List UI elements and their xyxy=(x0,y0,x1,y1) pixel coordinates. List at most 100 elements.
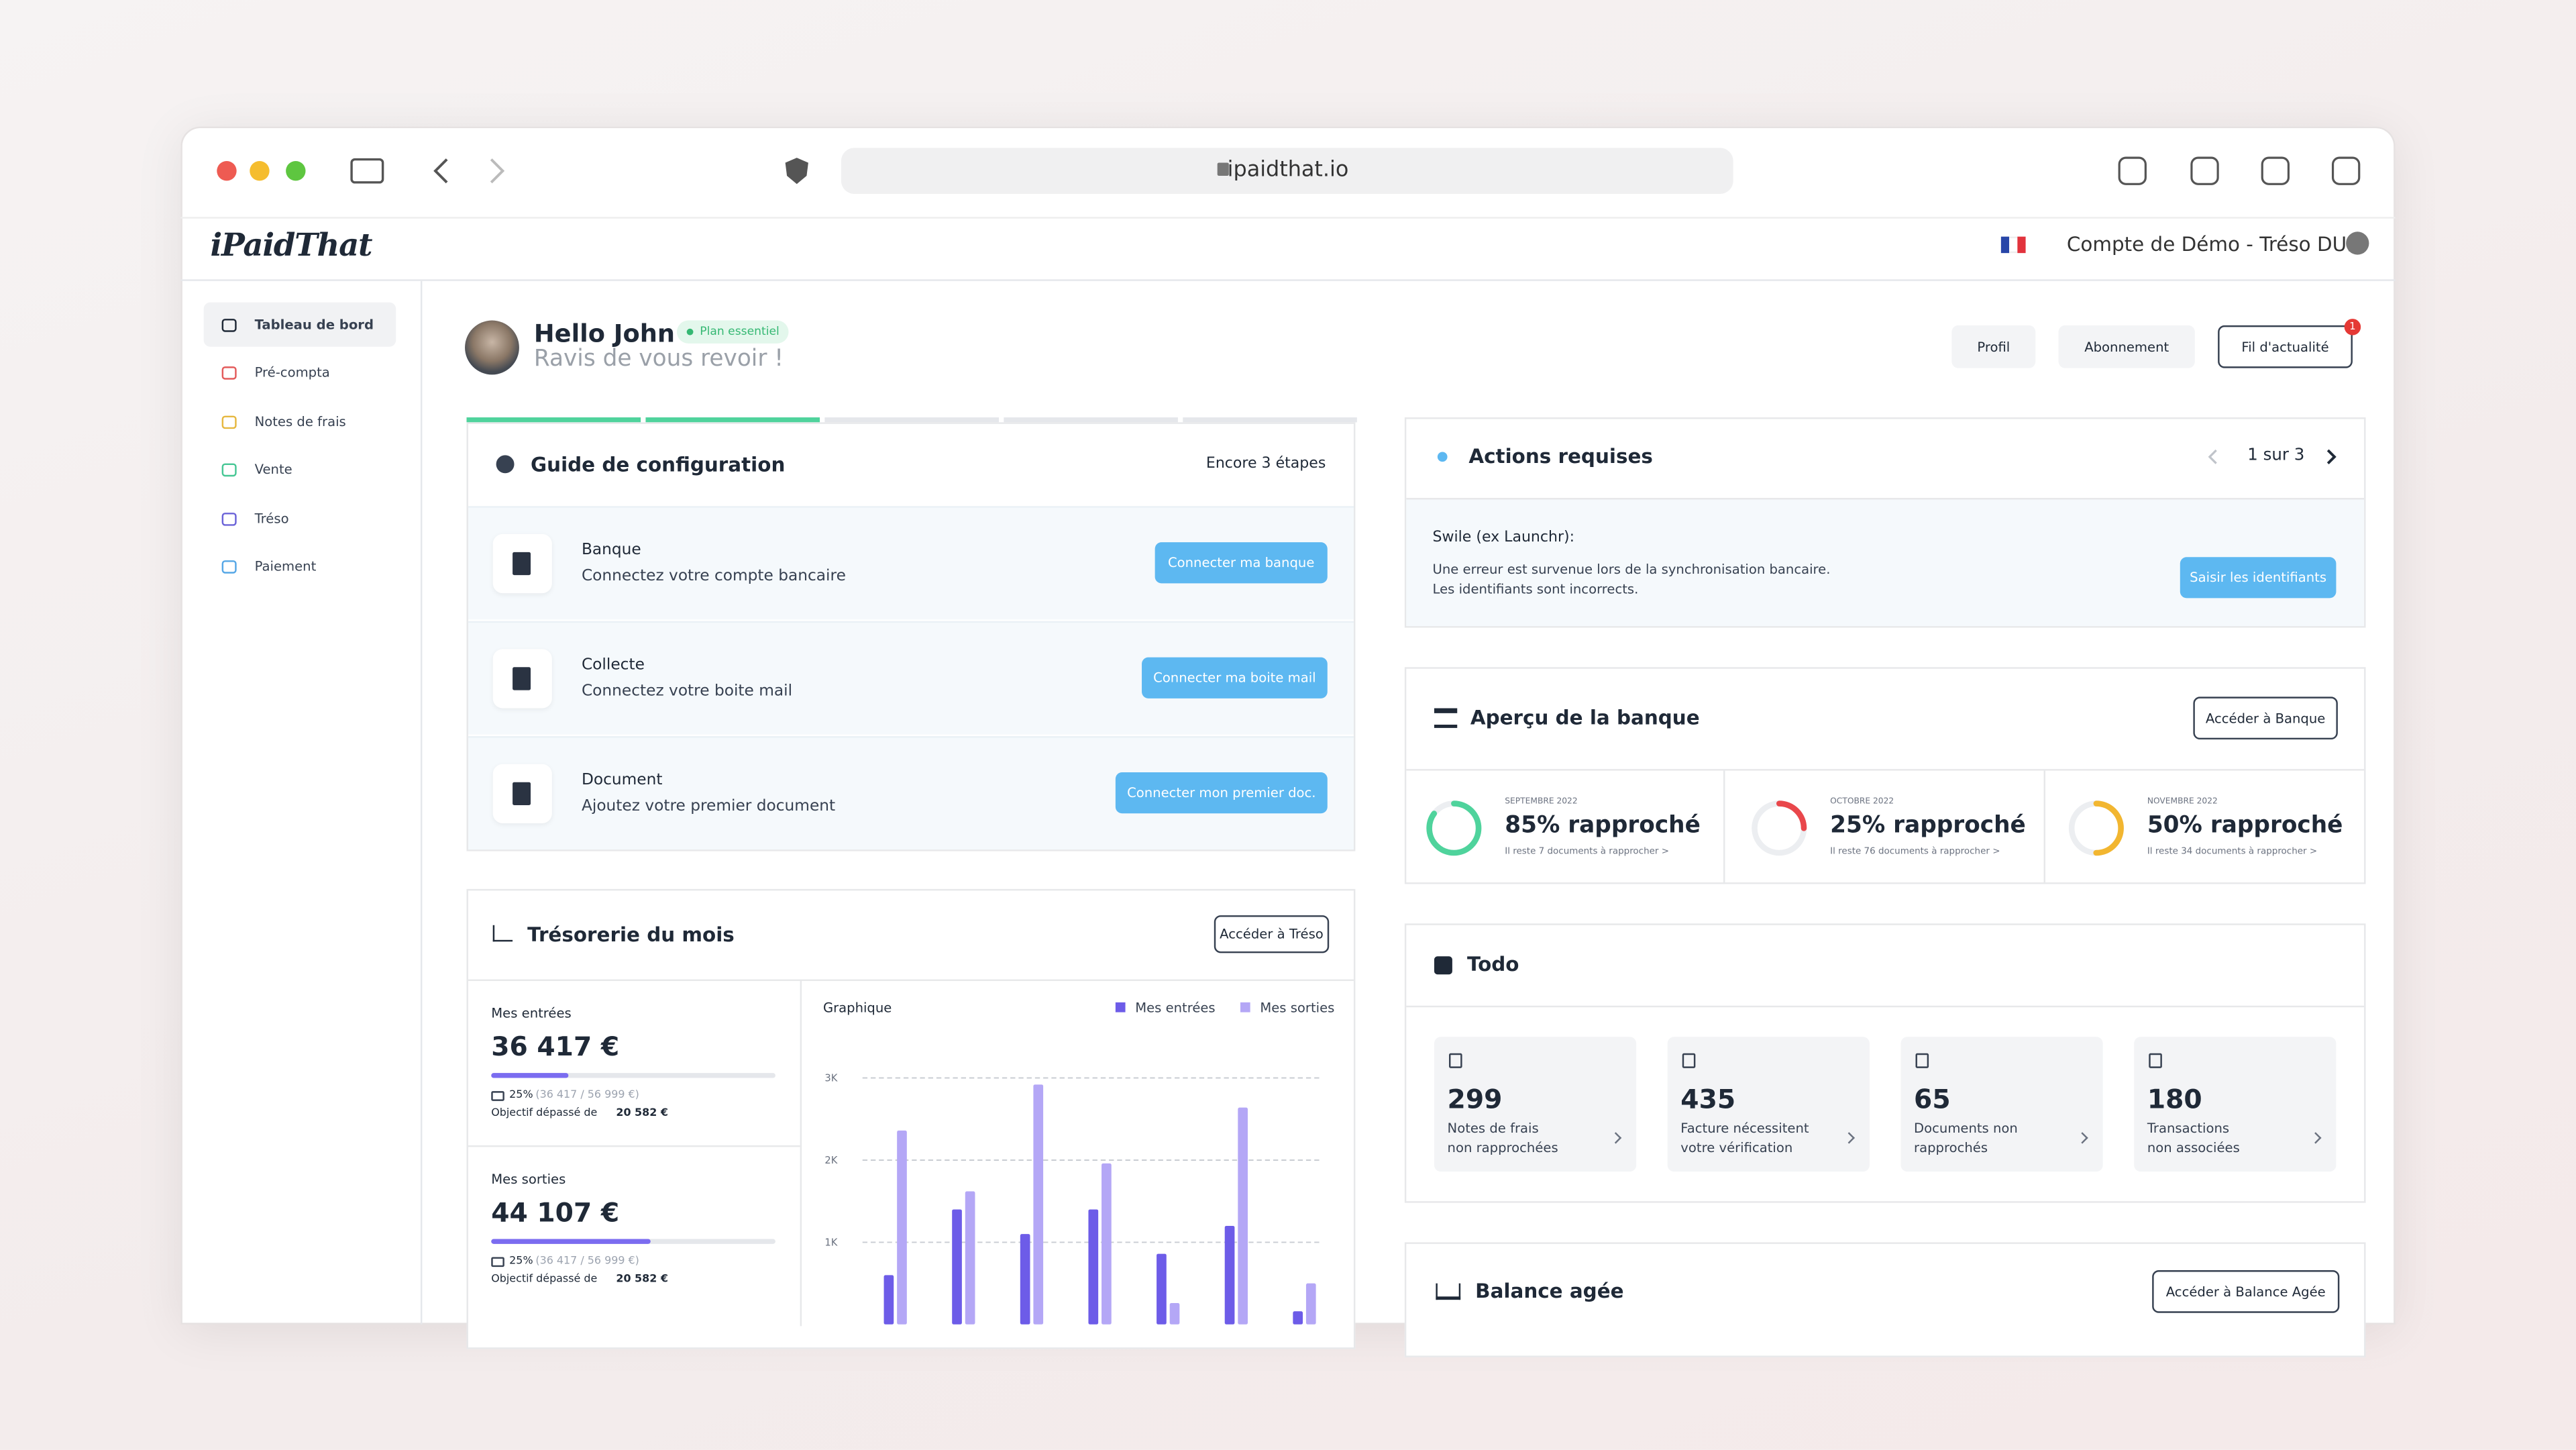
top-button[interactable]: Abonnement xyxy=(2058,325,2195,368)
sidebar-item[interactable]: Notes de frais xyxy=(254,414,346,429)
connect-button[interactable]: Connecter mon premier doc. xyxy=(1115,772,1328,814)
chart-icon xyxy=(492,925,513,942)
credentials-button[interactable]: Saisir les identifiants xyxy=(2180,557,2337,599)
match-rate: 25% rapproché xyxy=(1830,813,2026,839)
greeting: Hello John xyxy=(533,319,675,349)
sidebar-item[interactable]: Paiement xyxy=(254,559,317,574)
gear-icon xyxy=(496,455,515,474)
top-button[interactable]: Profil xyxy=(1951,325,2036,368)
sidebar-item[interactable]: Pré-compta xyxy=(254,365,330,380)
bar xyxy=(1224,1225,1235,1325)
company: Swile (ex Launchr): xyxy=(1432,530,1575,547)
error-message: Les identifiants sont incorrects. xyxy=(1432,582,1639,597)
ring-progress xyxy=(2068,800,2124,856)
bar xyxy=(883,1275,894,1325)
divider xyxy=(1723,770,1725,884)
sidebar-toggle[interactable] xyxy=(350,158,384,184)
bar xyxy=(1157,1253,1167,1325)
shield-icon[interactable] xyxy=(785,158,808,185)
bar xyxy=(1238,1107,1248,1325)
todo-label: votre vérification xyxy=(1680,1141,1793,1156)
remaining-docs: Il reste 34 documents à rapprocher > xyxy=(2147,847,2318,858)
todo-number: 180 xyxy=(2147,1083,2202,1115)
toolbar-icon[interactable] xyxy=(2118,156,2147,185)
step-title: Collecte xyxy=(581,656,645,674)
step-subtitle: Connectez votre boite mail xyxy=(581,682,793,701)
todo-label: Facture nécessitent xyxy=(1680,1121,1809,1136)
todo-tile[interactable] xyxy=(1900,1037,2103,1172)
stat-ratio: 25% xyxy=(509,1088,533,1102)
toolbar-icon[interactable] xyxy=(2261,156,2290,185)
todo-tile[interactable] xyxy=(2134,1037,2337,1172)
window-control[interactable] xyxy=(217,161,237,181)
todo-label: Documents non xyxy=(1914,1121,2018,1136)
user-icon[interactable] xyxy=(2346,231,2369,255)
window-control[interactable] xyxy=(286,161,306,181)
bar xyxy=(1033,1084,1044,1325)
sidebar-icon xyxy=(221,560,237,574)
thumb-icon xyxy=(491,1257,504,1267)
top-button[interactable]: Fil d'actualité xyxy=(2218,325,2353,368)
back-arrow[interactable] xyxy=(433,158,448,184)
flag xyxy=(2000,236,2010,254)
flag xyxy=(2017,236,2026,254)
sidebar-item[interactable]: Vente xyxy=(254,462,292,477)
card-title: Trésorerie du mois xyxy=(527,923,735,947)
sidebar-icon xyxy=(221,513,237,526)
sidebar-icon xyxy=(221,463,237,477)
forward-arrow[interactable] xyxy=(490,158,505,184)
document-icon xyxy=(513,782,531,806)
objective: Objectif dépassé de xyxy=(491,1106,598,1120)
badge-dot xyxy=(686,328,694,335)
todo-label: rapprochés xyxy=(1914,1141,1988,1156)
divider xyxy=(1406,769,2365,771)
connect-button[interactable]: Connecter ma banque xyxy=(1155,542,1328,584)
month: NOVEMBRE 2022 xyxy=(2147,796,2218,807)
step-title: Document xyxy=(581,771,663,790)
chart-title: Graphique xyxy=(823,1000,892,1016)
objective: Objectif dépassé de xyxy=(491,1272,598,1286)
todo-icon xyxy=(1682,1053,1696,1068)
remaining-docs: Il reste 76 documents à rapprocher > xyxy=(1830,847,2000,858)
legend-label: Mes sorties xyxy=(1260,1000,1334,1016)
bar xyxy=(1088,1209,1099,1325)
legend-swatch xyxy=(1115,1002,1126,1013)
bank-button[interactable]: Accéder à Banque xyxy=(2193,696,2338,740)
todo-number: 299 xyxy=(1447,1083,1503,1115)
todo-number: 435 xyxy=(1680,1083,1736,1115)
plan-badge xyxy=(676,320,789,344)
status-dot xyxy=(1437,452,1448,462)
sidebar-item[interactable]: Tableau de bord xyxy=(254,317,374,333)
next-arrow[interactable] xyxy=(2326,449,2337,464)
setup-progress xyxy=(466,417,641,423)
window-control[interactable] xyxy=(250,161,270,181)
treso-button[interactable]: Accéder à Tréso xyxy=(1214,915,1330,953)
divider xyxy=(180,279,2396,281)
prev-arrow[interactable] xyxy=(2208,449,2217,464)
sidebar-item[interactable]: Tréso xyxy=(254,511,289,527)
subtitle: Ravis de vous revoir ! xyxy=(533,346,784,372)
todo-tile[interactable] xyxy=(1434,1037,1637,1172)
ring-progress xyxy=(1752,800,1807,856)
connect-button[interactable]: Connecter ma boite mail xyxy=(1142,657,1328,698)
card-title: Todo xyxy=(1466,952,1519,976)
todo-tile[interactable] xyxy=(1667,1037,1870,1172)
stat-ratio: 25% xyxy=(509,1253,533,1267)
todo-label: non associées xyxy=(2147,1141,2240,1156)
treso-card xyxy=(466,888,1356,1349)
document-icon xyxy=(513,667,531,690)
toolbar-icon[interactable] xyxy=(2190,156,2219,185)
setup-progress xyxy=(1004,417,1178,423)
todo-label: Transactions xyxy=(2147,1121,2230,1136)
toolbar-icon[interactable] xyxy=(2331,156,2361,185)
step-title: Banque xyxy=(581,541,641,560)
balance-button[interactable]: Accéder à Balance Agée xyxy=(2152,1270,2340,1313)
bar xyxy=(1293,1311,1303,1325)
month: SEPTEMBRE 2022 xyxy=(1505,796,1578,807)
bar xyxy=(1169,1303,1180,1325)
avatar xyxy=(465,320,519,375)
y-tick-label: 2K xyxy=(824,1155,837,1166)
stat-detail: (36 417 / 56 999 €) xyxy=(535,1088,639,1102)
address-bar[interactable] xyxy=(841,148,1733,194)
